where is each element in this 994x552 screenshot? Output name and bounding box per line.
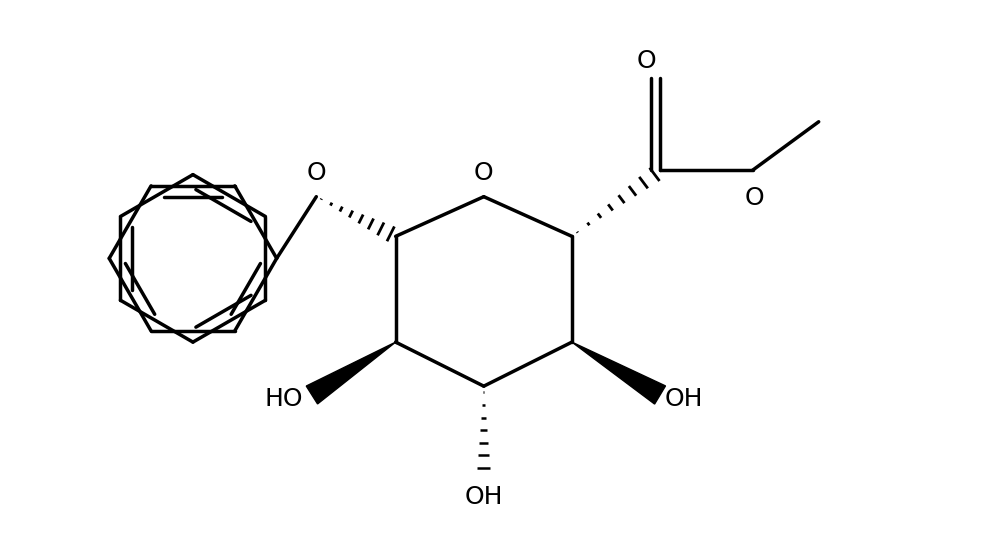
Text: OH: OH [464, 485, 503, 509]
Text: HO: HO [264, 388, 303, 411]
Text: O: O [306, 161, 326, 185]
Text: O: O [637, 49, 657, 73]
Text: OH: OH [664, 388, 703, 411]
Polygon shape [306, 342, 396, 404]
Text: O: O [745, 186, 764, 210]
Text: O: O [474, 161, 494, 185]
Polygon shape [572, 342, 666, 404]
